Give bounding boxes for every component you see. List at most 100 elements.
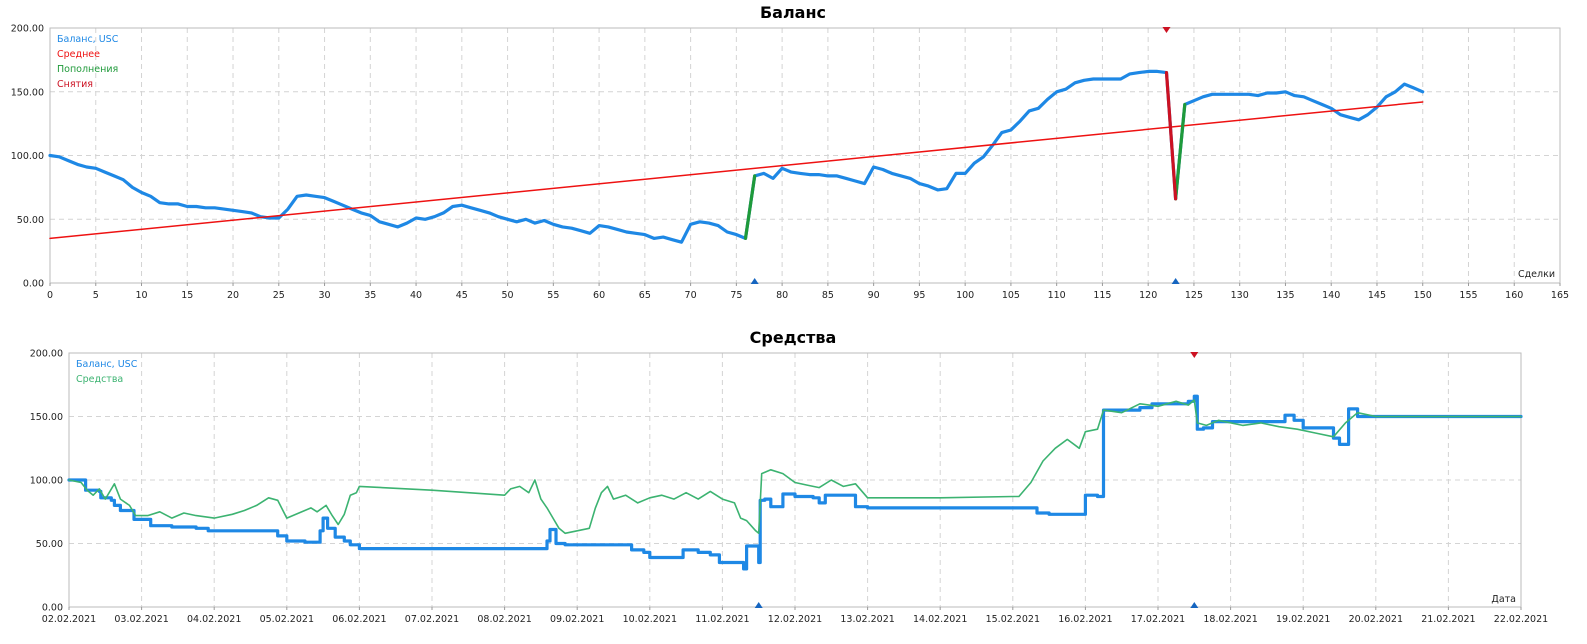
x-tick-label: 55 bbox=[547, 290, 559, 301]
deposit-marker bbox=[754, 602, 763, 608]
x-tick-label: 19.02.2021 bbox=[1276, 614, 1330, 625]
x-tick-label: 13.02.2021 bbox=[840, 614, 894, 625]
balance-chart-title: Баланс bbox=[760, 3, 826, 22]
x-tick-label: 75 bbox=[730, 290, 742, 301]
x-tick-label: 17.02.2021 bbox=[1131, 614, 1185, 625]
x-tick-label: 95 bbox=[913, 290, 925, 301]
x-tick-label: 18.02.2021 bbox=[1203, 614, 1257, 625]
equity-chart-grid bbox=[69, 353, 1521, 607]
series-line bbox=[48, 69, 1425, 244]
x-tick-label: 155 bbox=[1459, 290, 1477, 301]
balance-chart-series bbox=[48, 69, 1425, 244]
x-tick-label: 35 bbox=[364, 290, 376, 301]
x-tick-label: 70 bbox=[685, 290, 697, 301]
x-tick-label: 125 bbox=[1185, 290, 1203, 301]
series-line bbox=[67, 394, 1523, 571]
deposit-marker bbox=[750, 278, 759, 284]
legend-entry: Снятия bbox=[57, 79, 93, 90]
x-tick-label: 90 bbox=[868, 290, 880, 301]
x-tick-label: 20.02.2021 bbox=[1349, 614, 1403, 625]
legend-entry: Среднее bbox=[57, 49, 100, 60]
y-tick-label: 150.00 bbox=[30, 412, 63, 423]
x-tick-label: 03.02.2021 bbox=[114, 614, 168, 625]
y-tick-label: 0.00 bbox=[42, 603, 63, 614]
x-tick-label: 80 bbox=[776, 290, 788, 301]
x-tick-label: 20 bbox=[227, 290, 239, 301]
x-tick-label: 22.02.2021 bbox=[1494, 614, 1548, 625]
x-tick-label: 150 bbox=[1414, 290, 1432, 301]
x-tick-label: 07.02.2021 bbox=[405, 614, 459, 625]
x-tick-label: 135 bbox=[1276, 290, 1294, 301]
x-tick-label: 140 bbox=[1322, 290, 1340, 301]
x-tick-label: 105 bbox=[1002, 290, 1020, 301]
y-tick-label: 50.00 bbox=[17, 215, 44, 226]
x-tick-label: 02.02.2021 bbox=[42, 614, 96, 625]
series-line bbox=[68, 399, 1522, 535]
deposit-marker bbox=[1190, 602, 1199, 608]
withdrawal-marker bbox=[1190, 352, 1199, 358]
equity-chart-ticks: 0.00 50.00 100.00 150.00 200.00 02.02.2021 03.… bbox=[30, 349, 1548, 626]
x-tick-label: 120 bbox=[1139, 290, 1157, 301]
x-tick-label: 145 bbox=[1368, 290, 1386, 301]
x-tick-label: 12.02.2021 bbox=[768, 614, 822, 625]
equity-chart-title: Средства bbox=[750, 328, 837, 347]
x-tick-label: 65 bbox=[639, 290, 651, 301]
x-tick-label: 40 bbox=[410, 290, 422, 301]
series-line bbox=[743, 102, 1187, 240]
x-tick-label: 11.02.2021 bbox=[695, 614, 749, 625]
balance-chart-markers bbox=[750, 27, 1180, 284]
x-tick-label: 05.02.2021 bbox=[260, 614, 314, 625]
x-tick-label: 14.02.2021 bbox=[913, 614, 967, 625]
x-tick-label: 10 bbox=[135, 290, 147, 301]
equity-chart-xlabel: Дата bbox=[1491, 594, 1516, 605]
balance-chart-legend: Баланс, USC Среднее Пополнения Снятия bbox=[57, 34, 119, 90]
series-line bbox=[1164, 71, 1178, 201]
y-tick-label: 0.00 bbox=[23, 279, 44, 290]
equity-chart: Средства 0.00 50.00 100.00 150.00 200.00 02.0… bbox=[30, 328, 1548, 625]
x-tick-label: 15.02.2021 bbox=[986, 614, 1040, 625]
x-tick-label: 0 bbox=[47, 290, 53, 301]
x-tick-label: 115 bbox=[1093, 290, 1111, 301]
legend-entry: Пополнения bbox=[57, 64, 118, 75]
legend-entry: Баланс, USC bbox=[76, 359, 138, 370]
x-tick-label: 06.02.2021 bbox=[332, 614, 386, 625]
legend-entry: Баланс, USC bbox=[57, 34, 119, 45]
x-tick-label: 165 bbox=[1551, 290, 1569, 301]
withdrawal-marker bbox=[1162, 27, 1171, 33]
x-tick-label: 16.02.2021 bbox=[1058, 614, 1112, 625]
x-tick-label: 110 bbox=[1048, 290, 1066, 301]
x-tick-label: 5 bbox=[93, 290, 99, 301]
y-tick-label: 100.00 bbox=[30, 476, 63, 487]
y-tick-label: 100.00 bbox=[11, 151, 44, 162]
equity-chart-legend: Баланс, USC Средства bbox=[76, 359, 138, 385]
y-tick-label: 200.00 bbox=[30, 349, 63, 360]
y-tick-label: 50.00 bbox=[36, 539, 63, 550]
y-tick-label: 200.00 bbox=[11, 24, 44, 35]
balance-chart-ticks: 0.00 50.00 100.00 150.00 200.00 0 5 10 15 20 25 30 3… bbox=[11, 24, 1569, 302]
x-tick-label: 130 bbox=[1231, 290, 1249, 301]
balance-chart-grid bbox=[50, 28, 1560, 283]
equity-chart-markers bbox=[754, 352, 1199, 608]
x-tick-label: 15 bbox=[181, 290, 193, 301]
y-tick-label: 150.00 bbox=[11, 87, 44, 98]
deposit-marker bbox=[1171, 278, 1180, 284]
x-tick-label: 09.02.2021 bbox=[550, 614, 604, 625]
x-tick-label: 45 bbox=[456, 290, 468, 301]
x-tick-label: 160 bbox=[1505, 290, 1523, 301]
x-tick-label: 21.02.2021 bbox=[1421, 614, 1475, 625]
x-tick-label: 100 bbox=[956, 290, 974, 301]
x-tick-label: 08.02.2021 bbox=[477, 614, 531, 625]
x-tick-label: 50 bbox=[502, 290, 514, 301]
x-tick-label: 04.02.2021 bbox=[187, 614, 241, 625]
x-tick-label: 60 bbox=[593, 290, 605, 301]
equity-chart-series bbox=[67, 394, 1523, 571]
series-line bbox=[49, 101, 1424, 240]
balance-chart: Баланс 0.00 50.00 100.00 150.00 200.00 0 5 10 15… bbox=[11, 3, 1569, 301]
balance-chart-xlabel: Сделки bbox=[1518, 269, 1555, 280]
x-tick-label: 10.02.2021 bbox=[623, 614, 677, 625]
x-tick-label: 85 bbox=[822, 290, 834, 301]
legend-entry: Средства bbox=[76, 374, 123, 385]
x-tick-label: 30 bbox=[318, 290, 330, 301]
x-tick-label: 25 bbox=[273, 290, 285, 301]
